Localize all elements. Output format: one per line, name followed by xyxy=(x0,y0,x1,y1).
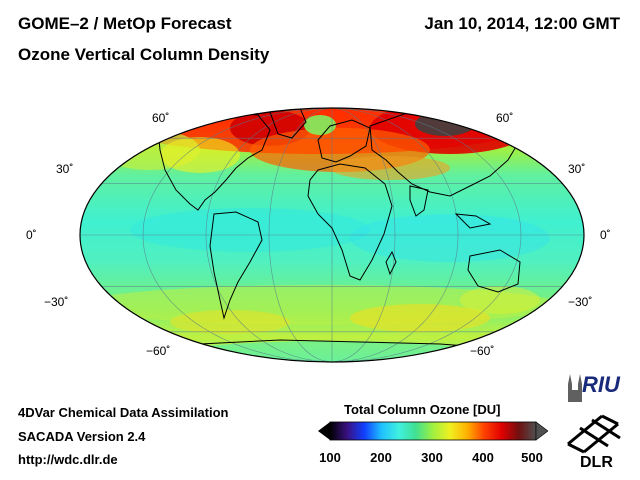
title-line2: Ozone Vertical Column Density xyxy=(18,45,270,64)
footer-line2: SACADA Version 2.4 xyxy=(18,429,146,444)
datetime-label: Jan 10, 2014, 12:00 GMT xyxy=(424,14,620,33)
footer-url: http://wdc.dlr.de xyxy=(18,452,118,467)
colorbar-tick-500: 500 xyxy=(521,450,543,465)
lat-label-left-60s: −60˚ xyxy=(146,344,171,358)
colorbar-max-arrow xyxy=(535,421,548,441)
meridian-135 xyxy=(331,108,522,362)
lat-label-right-60n: 60˚ xyxy=(496,111,514,125)
colorbar-gradient xyxy=(329,421,537,441)
lat-label-left-equator: 0˚ xyxy=(26,228,37,242)
colorbar-tick-200: 200 xyxy=(370,450,392,465)
dlr-logo: DLR xyxy=(562,412,626,474)
lat-label-right-30s: −30˚ xyxy=(568,295,593,309)
meridian--90 xyxy=(205,108,333,362)
lat-label-right-30n: 30˚ xyxy=(568,162,586,176)
map-outline xyxy=(79,107,585,363)
meridian-45 xyxy=(331,108,396,362)
lat-label-left-60n: 60˚ xyxy=(152,111,170,125)
footer-line1: 4DVar Chemical Data Assimilation xyxy=(18,405,229,420)
ozone-field xyxy=(80,108,584,362)
dlr-logo-text: DLR xyxy=(580,454,613,471)
lat-label-left-30s: −30˚ xyxy=(44,295,69,309)
colorbar-tick-100: 100 xyxy=(319,450,341,465)
colorbar-min-arrow xyxy=(318,422,330,440)
lat-label-left-30n: 30˚ xyxy=(56,162,74,176)
dlr-emblem-icon xyxy=(567,414,621,454)
title-line1: GOME–2 / MetOp Forecast xyxy=(18,14,232,33)
colorbar-tick-400: 400 xyxy=(472,450,494,465)
ozone-map xyxy=(79,107,585,363)
lat-label-right-equator: 0˚ xyxy=(600,228,611,242)
colorbar-tick-300: 300 xyxy=(421,450,443,465)
riu-logo-text: RIU xyxy=(582,372,620,397)
lat-label-right-60s: −60˚ xyxy=(470,344,495,358)
meridian-90 xyxy=(331,108,459,362)
colorbar-title: Total Column Ozone [DU] xyxy=(344,402,501,417)
riu-logo: RIU xyxy=(564,372,628,402)
cologne-cathedral-icon xyxy=(568,374,582,402)
colorbar xyxy=(318,421,548,441)
meridian--135 xyxy=(142,108,333,362)
